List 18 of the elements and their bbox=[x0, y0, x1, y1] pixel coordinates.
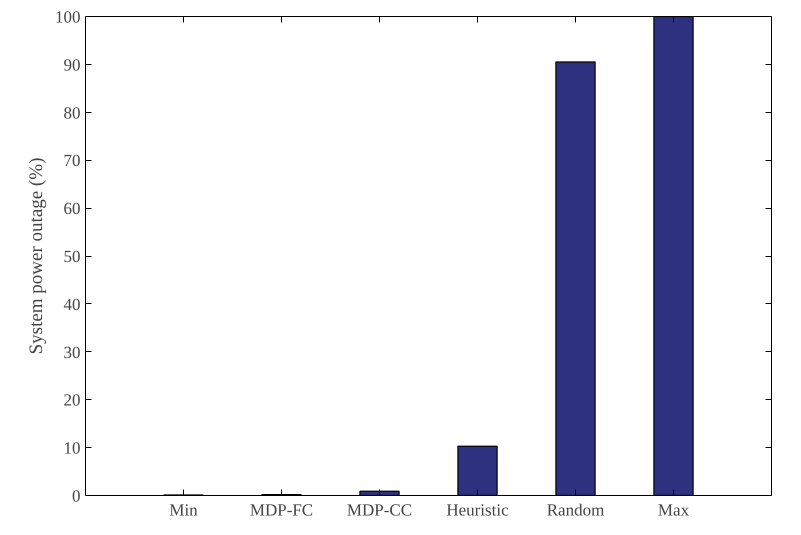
x-tick-label: Min bbox=[169, 500, 198, 520]
x-tick-label: MDP-CC bbox=[346, 500, 412, 520]
y-tick-label: 90 bbox=[64, 55, 80, 74]
y-tick-label: 40 bbox=[64, 294, 80, 314]
y-tick-label: 50 bbox=[64, 247, 80, 266]
y-tick-label: 30 bbox=[64, 342, 80, 362]
x-tick-label: Max bbox=[658, 500, 690, 520]
x-tick-label: MDP-FC bbox=[250, 500, 314, 520]
y-tick-label: 60 bbox=[64, 199, 80, 218]
y-tick-label: 20 bbox=[64, 390, 80, 410]
y-tick-label: 70 bbox=[64, 151, 80, 170]
y-axis-title: System power outage (%) bbox=[26, 158, 47, 354]
y-tick-label: 80 bbox=[64, 103, 80, 122]
x-tick-label: Random bbox=[546, 500, 604, 520]
y-tick-label: 100 bbox=[55, 8, 80, 26]
x-tick-label: Heuristic bbox=[446, 500, 510, 520]
y-tick-label: 0 bbox=[72, 486, 80, 506]
y-tick-label: 10 bbox=[64, 438, 80, 458]
